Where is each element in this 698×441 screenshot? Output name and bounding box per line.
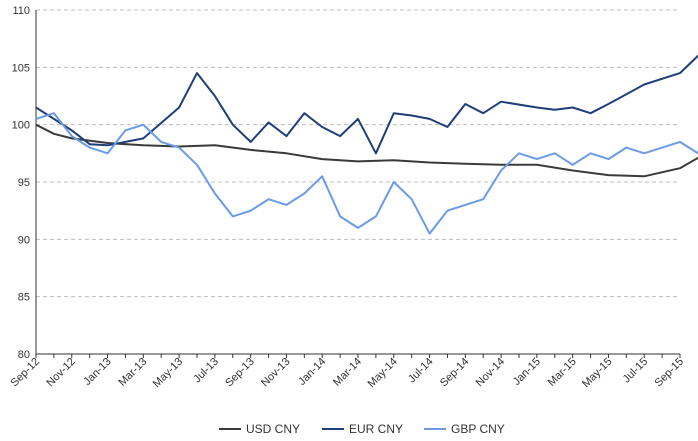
- series-lines: [35, 54, 698, 235]
- y-tick-label: 100: [12, 120, 30, 132]
- x-tick-label: May-14: [365, 356, 399, 390]
- legend: USD CNY EUR CNY GBP CNY: [219, 422, 505, 436]
- legend-label: EUR CNY: [349, 422, 403, 436]
- legend-label: USD CNY: [246, 422, 300, 436]
- x-tick-label: Mar-13: [116, 356, 149, 389]
- series-line-eur-cny: [35, 54, 698, 155]
- x-tick-label: Jan-14: [296, 356, 328, 388]
- y-tick-label: 110: [12, 5, 30, 17]
- x-tick-label: Jul-15: [621, 356, 651, 386]
- y-tick-label: 95: [18, 177, 30, 189]
- x-tick-label: Mar-15: [546, 356, 579, 389]
- x-tick-label: Nov-13: [259, 356, 293, 390]
- y-tick-label: 85: [18, 292, 30, 304]
- series-line-usd-cny: [35, 123, 698, 178]
- x-tick-label: Nov-12: [44, 356, 78, 390]
- x-tick-label: Mar-14: [331, 356, 364, 389]
- x-tick-label: May-13: [151, 356, 185, 390]
- series-line-gbp-cny: [35, 112, 698, 235]
- x-tick-label: Jul-14: [406, 356, 436, 386]
- x-tick-label: Sep-13: [223, 356, 257, 390]
- x-tick-label: May-15: [580, 356, 614, 390]
- x-tick-label: Nov-14: [474, 356, 508, 390]
- x-axis-ticks: Sep-12 Nov-12 Jan-13 Mar-13 May-13 Jul-13 Sep-…: [9, 354, 687, 390]
- x-tick-label: Jul-13: [191, 356, 221, 386]
- y-tick-label: 105: [12, 62, 30, 74]
- grid-lines: [36, 9, 680, 298]
- x-tick-label: Jan-13: [81, 356, 113, 388]
- x-tick-label: Sep-14: [438, 356, 472, 390]
- legend-label: GBP CNY: [451, 422, 505, 436]
- y-tick-label: 80: [18, 349, 30, 361]
- x-tick-label: Sep-15: [653, 356, 687, 390]
- x-tick-label: Jan-15: [511, 356, 543, 388]
- y-tick-label: 90: [18, 234, 30, 246]
- y-axis-ticks: 80 85 90 95 100 105 110: [12, 5, 30, 361]
